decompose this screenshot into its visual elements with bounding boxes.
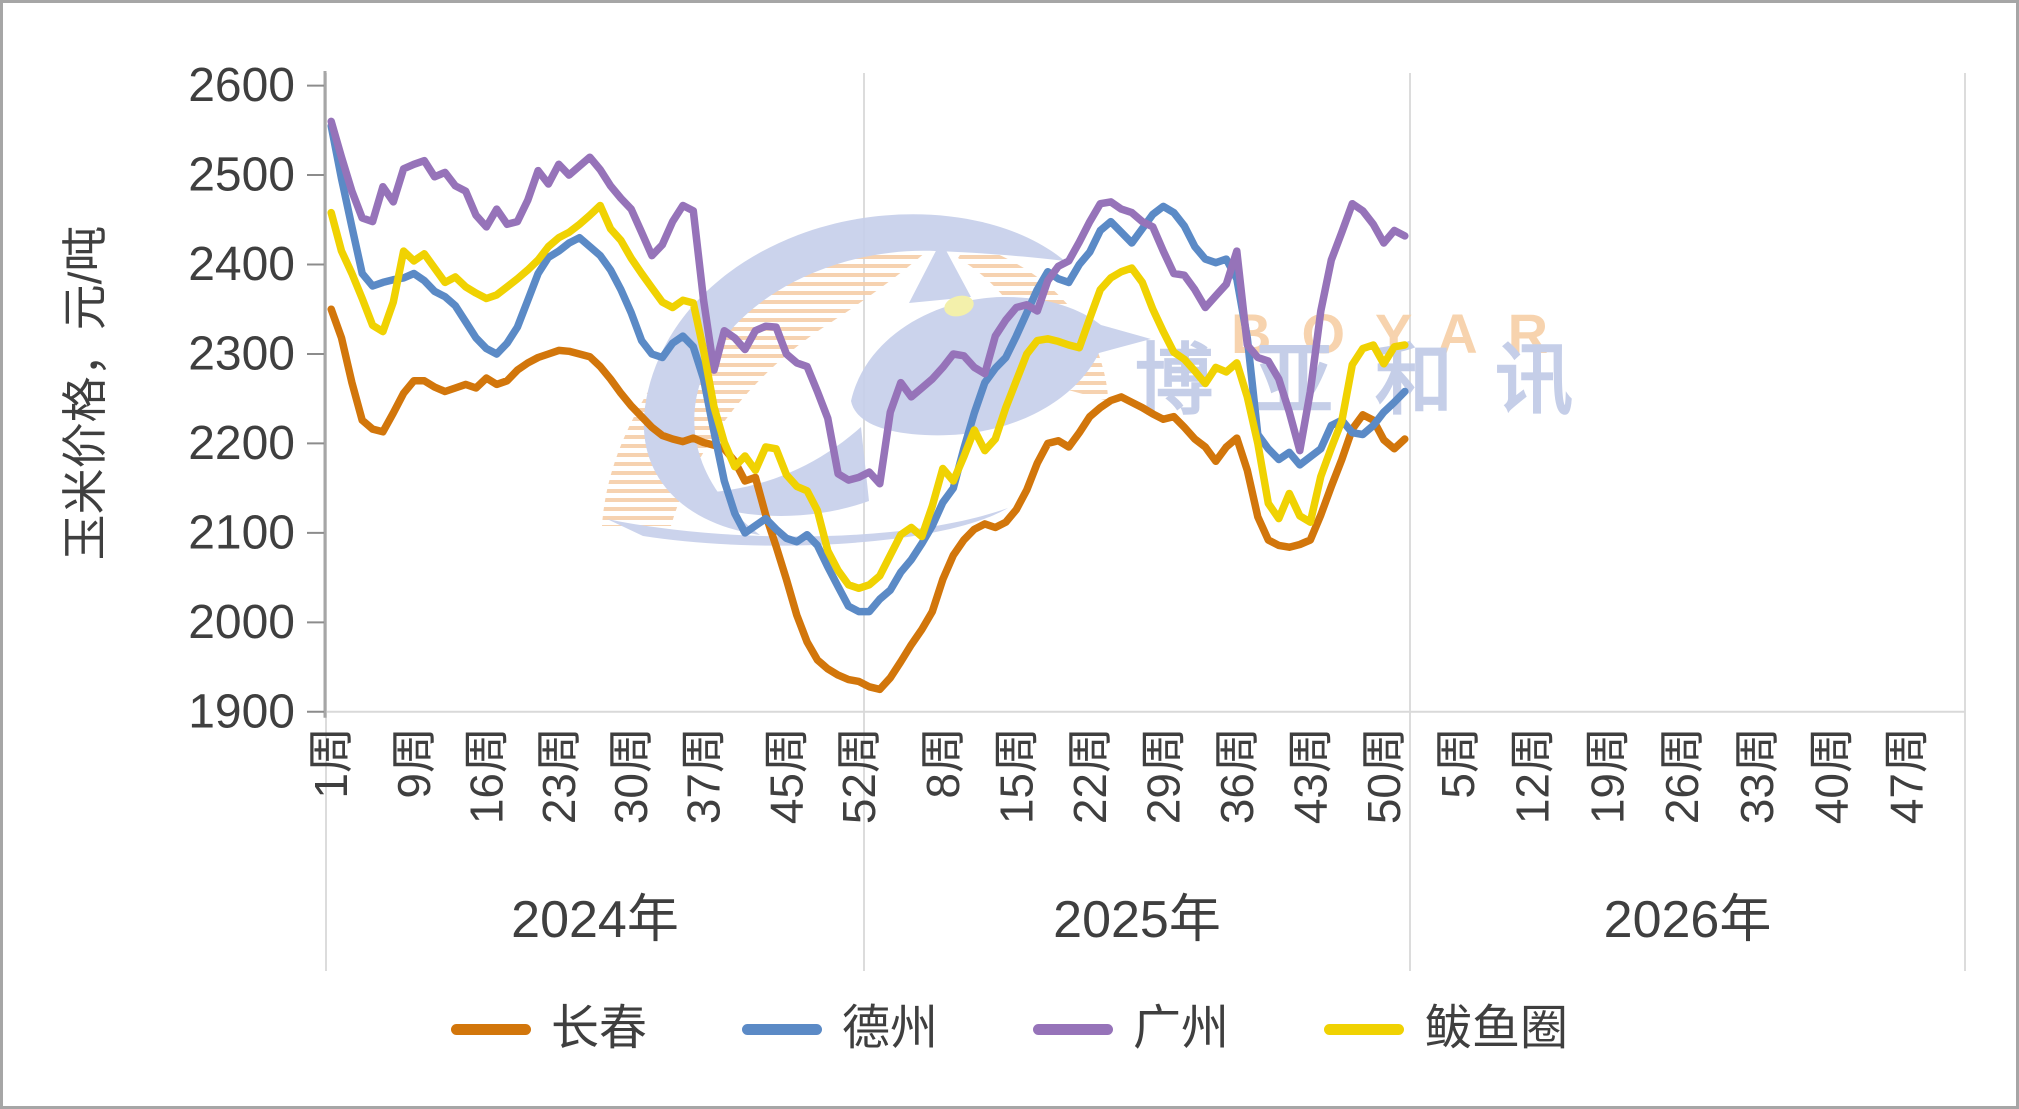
week-label-2025-8: 8周 bbox=[917, 727, 969, 799]
chart-legend: 长春 德州 广州 鲅鱼圈 bbox=[3, 1005, 2016, 1053]
y-axis-label: 2600 bbox=[188, 59, 295, 112]
year-label-2024: 2024年 bbox=[511, 891, 679, 949]
week-label-2025-43: 43周 bbox=[1284, 727, 1336, 824]
week-label-2025-22: 22周 bbox=[1064, 727, 1116, 824]
week-label-2024-23: 23周 bbox=[533, 727, 585, 824]
series-line-广州 bbox=[327, 117, 1409, 488]
week-label-2024-16: 16周 bbox=[460, 727, 512, 824]
week-label-2026-26: 26周 bbox=[1656, 727, 1708, 824]
legend-swatch-德州 bbox=[741, 1023, 822, 1035]
watermark-swoosh bbox=[643, 214, 1065, 536]
week-label-2024-52: 52周 bbox=[833, 727, 885, 824]
week-label-2024-30: 30周 bbox=[605, 727, 657, 824]
series-line-德州 bbox=[327, 122, 1409, 616]
legend-item-德州: 德州 bbox=[741, 1002, 938, 1055]
week-label-2025-36: 36周 bbox=[1211, 727, 1263, 824]
y-axis-label: 2200 bbox=[188, 417, 295, 470]
week-label-2026-33: 33周 bbox=[1731, 727, 1783, 824]
legend-label: 长春 bbox=[550, 1002, 647, 1055]
y-axis-label: 2000 bbox=[188, 596, 295, 649]
week-label-2026-47: 47周 bbox=[1880, 727, 1932, 824]
legend-swatch-广州 bbox=[1033, 1023, 1113, 1035]
legend-label: 广州 bbox=[1133, 1002, 1230, 1055]
boyar-watermark: BOYAR 博亚和讯 bbox=[602, 214, 1573, 546]
y-axis-label: 1900 bbox=[188, 685, 295, 738]
week-label-2026-40: 40周 bbox=[1806, 727, 1858, 824]
grid-and-separators bbox=[325, 73, 1966, 971]
legend-label: 鲅鱼圈 bbox=[1424, 1002, 1569, 1055]
week-label-2025-15: 15周 bbox=[990, 727, 1042, 824]
week-label-2026-5: 5周 bbox=[1432, 727, 1484, 799]
week-label-2026-19: 19周 bbox=[1581, 727, 1633, 824]
year-label-2026: 2026年 bbox=[1604, 891, 1772, 949]
week-label-2024-9: 9周 bbox=[388, 727, 440, 799]
week-label-2024-37: 37周 bbox=[678, 727, 730, 824]
axis-labels: 玉米价格，元/吨 1900 2000 2100 2200 2300 2400 2500 260… bbox=[59, 59, 1932, 949]
legend-item-广州: 广州 bbox=[1033, 1005, 1229, 1053]
legend-item-长春: 长春 bbox=[450, 1002, 647, 1055]
week-label-2025-29: 29周 bbox=[1137, 727, 1189, 824]
series-line-鲅鱼圈 bbox=[327, 201, 1409, 593]
legend-swatch-长春 bbox=[450, 1023, 531, 1035]
y-axis-label: 2500 bbox=[188, 149, 295, 202]
legend-item-鲅鱼圈: 鲅鱼圈 bbox=[1324, 1005, 1568, 1053]
y-axis-title: 玉米价格，元/吨 bbox=[59, 226, 111, 561]
week-label-2024-1: 1周 bbox=[305, 727, 357, 799]
year-label-2025: 2025年 bbox=[1053, 891, 1221, 949]
y-axis-label: 2400 bbox=[188, 238, 295, 291]
legend-swatch-鲅鱼圈 bbox=[1324, 1023, 1405, 1035]
y-axis-label: 2100 bbox=[188, 506, 295, 559]
y-axis-label: 2300 bbox=[188, 327, 295, 380]
series-lines bbox=[327, 117, 1409, 694]
legend-label: 德州 bbox=[841, 1002, 938, 1055]
axes bbox=[307, 71, 327, 718]
bird-eye bbox=[944, 295, 974, 317]
week-label-2026-12: 12周 bbox=[1507, 727, 1559, 824]
week-label-2024-45: 45周 bbox=[760, 727, 812, 824]
week-label-2025-50: 50周 bbox=[1358, 727, 1410, 824]
price-line-chart: BOYAR 博亚和讯 玉米价格，元/吨 1900 2000 2100 2200 2300… bbox=[59, 59, 1966, 971]
series-line-长春 bbox=[327, 305, 1409, 694]
watermark-underline-swoosh bbox=[607, 508, 1008, 546]
bird-wing-up bbox=[909, 241, 971, 303]
